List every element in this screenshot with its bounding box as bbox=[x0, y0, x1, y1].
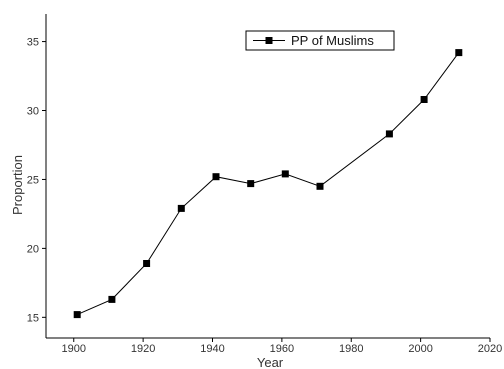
y-tick-label: 35 bbox=[27, 37, 39, 49]
series-group bbox=[73, 49, 463, 319]
legend: PP of Muslims bbox=[245, 30, 395, 51]
y-tick-label: 20 bbox=[27, 243, 39, 255]
legend-box bbox=[245, 30, 395, 51]
data-point-marker bbox=[247, 180, 255, 188]
x-tick-label: 1940 bbox=[200, 343, 224, 355]
y-tick-label: 15 bbox=[27, 312, 39, 324]
data-point-marker bbox=[281, 170, 289, 178]
data-point-marker bbox=[73, 311, 81, 319]
x-tick-label: 1900 bbox=[62, 343, 86, 355]
data-point-marker bbox=[143, 260, 151, 267]
x-tick-label: 2000 bbox=[408, 343, 432, 355]
y-tick-label: 25 bbox=[27, 174, 39, 186]
data-point-marker bbox=[316, 182, 324, 190]
data-point-marker bbox=[385, 130, 393, 138]
x-tick-label: 1920 bbox=[131, 343, 155, 355]
x-tick-label: 1960 bbox=[270, 343, 294, 355]
x-tick-label: 1980 bbox=[339, 343, 363, 355]
y-tick-label: 30 bbox=[27, 106, 39, 118]
data-point-marker bbox=[212, 173, 220, 181]
ticks: 1900 1920 1940 1960 1980 2000 2020 15 20 25 30 35 bbox=[27, 37, 502, 355]
y-axis-title: Proportion bbox=[10, 155, 25, 215]
data-point-marker bbox=[455, 49, 463, 57]
x-axis-title: Year bbox=[257, 355, 284, 369]
data-point-marker bbox=[108, 295, 116, 303]
series-line bbox=[76, 52, 460, 316]
legend-label: PP of Muslims bbox=[291, 33, 374, 48]
axes bbox=[45, 14, 490, 339]
data-point-marker bbox=[420, 96, 428, 103]
x-tick-label: 2020 bbox=[478, 343, 502, 355]
legend-marker bbox=[265, 37, 273, 44]
data-point-marker bbox=[177, 204, 185, 212]
